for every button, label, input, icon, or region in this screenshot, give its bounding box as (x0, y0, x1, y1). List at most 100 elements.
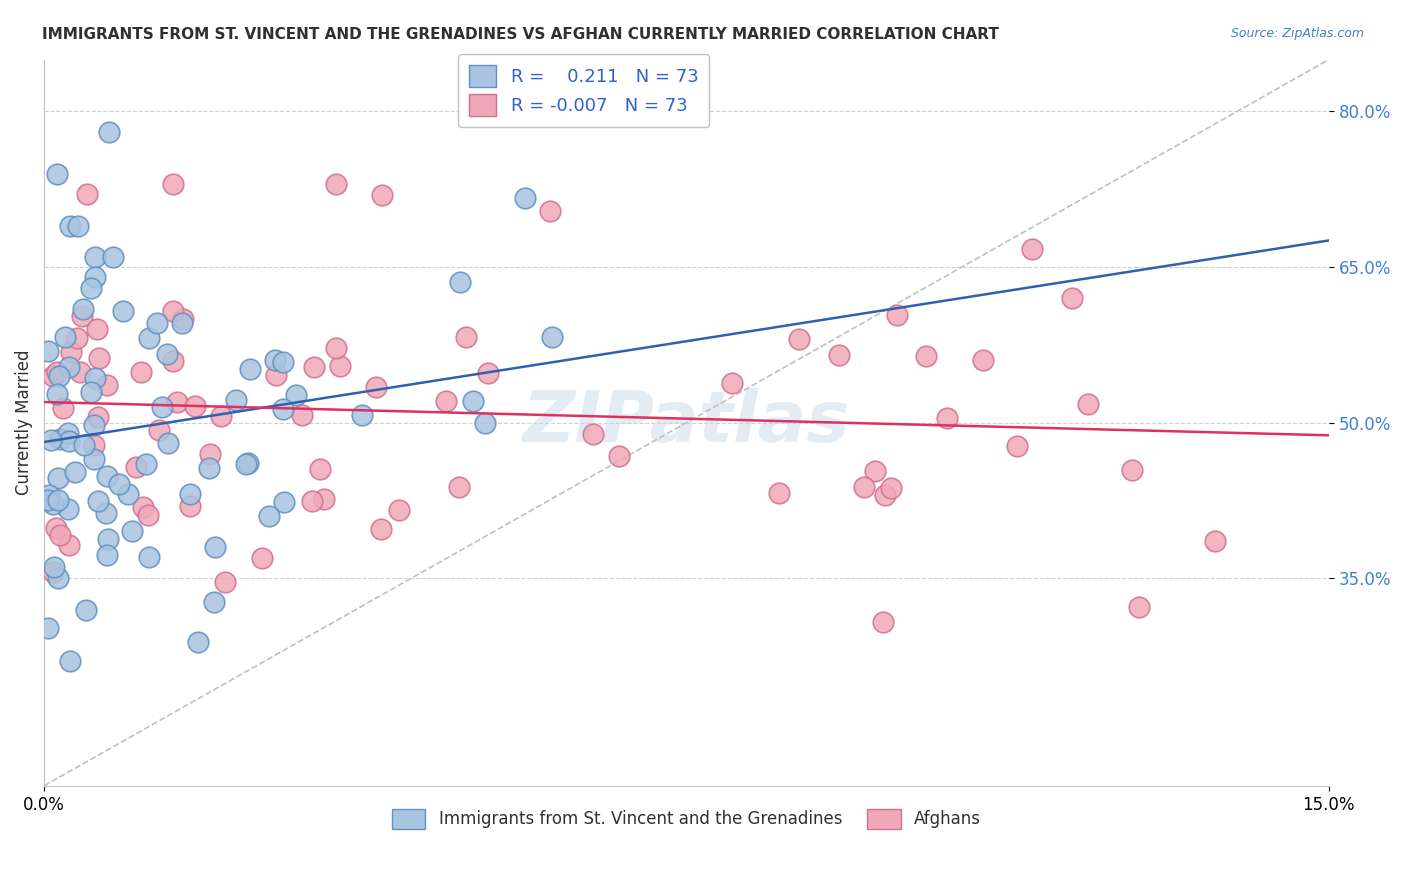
Immigrants from St. Vincent and the Grenadines (56, 425, 79, 440)
Afghans (129, 365, 152, 379)
Afghans (86, 321, 108, 335)
Afghans (291, 408, 314, 422)
Immigrants from St. Vincent and the Grenadines (179, 487, 201, 501)
Afghans (388, 503, 411, 517)
Immigrants from St. Vincent and the Grenadines (170, 316, 193, 330)
Immigrants from St. Vincent and the Grenadines (94, 506, 117, 520)
Y-axis label: Currently Married: Currently Married (15, 350, 32, 495)
Afghans (86, 409, 108, 424)
Immigrants from St. Vincent and the Grenadines (197, 460, 219, 475)
Afghans (370, 522, 392, 536)
Afghans (89, 351, 111, 366)
Afghans (370, 187, 392, 202)
Immigrants from St. Vincent and the Grenadines (59, 219, 82, 233)
Immigrants from St. Vincent and the Grenadines (39, 433, 62, 447)
Afghans (252, 551, 274, 566)
Immigrants from St. Vincent and the Grenadines (72, 301, 94, 316)
Afghans (209, 409, 232, 424)
Afghans (1021, 242, 1043, 256)
Afghans (865, 463, 887, 477)
Afghans (83, 438, 105, 452)
Afghans (456, 330, 478, 344)
Immigrants from St. Vincent and the Grenadines (204, 540, 226, 554)
Afghans (131, 500, 153, 515)
Immigrants from St. Vincent and the Grenadines (112, 303, 135, 318)
Afghans (52, 401, 75, 415)
Immigrants from St. Vincent and the Grenadines (44, 560, 66, 574)
Immigrants from St. Vincent and the Grenadines (37, 492, 59, 507)
Immigrants from St. Vincent and the Grenadines (58, 359, 80, 374)
Immigrants from St. Vincent and the Grenadines (155, 347, 177, 361)
Immigrants from St. Vincent and the Grenadines (236, 456, 259, 470)
Afghans (162, 177, 184, 191)
Immigrants from St. Vincent and the Grenadines (53, 329, 76, 343)
Immigrants from St. Vincent and the Grenadines (75, 603, 97, 617)
Afghans (314, 491, 336, 506)
Afghans (872, 615, 894, 630)
Afghans (1121, 462, 1143, 476)
Immigrants from St. Vincent and the Grenadines (117, 487, 139, 501)
Immigrants from St. Vincent and the Grenadines (83, 451, 105, 466)
Afghans (48, 528, 70, 542)
Afghans (172, 311, 194, 326)
Immigrants from St. Vincent and the Grenadines (84, 371, 107, 385)
Immigrants from St. Vincent and the Grenadines (187, 635, 209, 649)
Afghans (582, 427, 605, 442)
Immigrants from St. Vincent and the Grenadines (146, 317, 169, 331)
Afghans (69, 365, 91, 379)
Immigrants from St. Vincent and the Grenadines (225, 392, 247, 407)
Immigrants from St. Vincent and the Grenadines (84, 270, 107, 285)
Immigrants from St. Vincent and the Grenadines (271, 402, 294, 417)
Immigrants from St. Vincent and the Grenadines (463, 394, 485, 409)
Afghans (136, 508, 159, 522)
Immigrants from St. Vincent and the Grenadines (264, 352, 287, 367)
Immigrants from St. Vincent and the Grenadines (202, 595, 225, 609)
Immigrants from St. Vincent and the Grenadines (46, 167, 69, 181)
Immigrants from St. Vincent and the Grenadines (257, 509, 280, 524)
Immigrants from St. Vincent and the Grenadines (65, 465, 87, 479)
Afghans (162, 303, 184, 318)
Immigrants from St. Vincent and the Grenadines (97, 532, 120, 546)
Immigrants from St. Vincent and the Grenadines (97, 125, 120, 139)
Immigrants from St. Vincent and the Grenadines (84, 250, 107, 264)
Afghans (366, 380, 388, 394)
Afghans (96, 377, 118, 392)
Text: Source: ZipAtlas.com: Source: ZipAtlas.com (1230, 27, 1364, 40)
Afghans (45, 365, 67, 379)
Afghans (880, 481, 903, 495)
Immigrants from St. Vincent and the Grenadines (42, 497, 65, 511)
Afghans (853, 480, 876, 494)
Immigrants from St. Vincent and the Grenadines (513, 191, 536, 205)
Afghans (768, 486, 790, 500)
Afghans (302, 360, 325, 375)
Immigrants from St. Vincent and the Grenadines (138, 330, 160, 344)
Immigrants from St. Vincent and the Grenadines (38, 488, 60, 502)
Immigrants from St. Vincent and the Grenadines (48, 369, 70, 384)
Immigrants from St. Vincent and the Grenadines (235, 458, 257, 472)
Afghans (1005, 439, 1028, 453)
Afghans (1077, 397, 1099, 411)
Afghans (125, 459, 148, 474)
Afghans (789, 332, 811, 346)
Afghans (609, 449, 631, 463)
Legend: Immigrants from St. Vincent and the Grenadines, Afghans: Immigrants from St. Vincent and the Gren… (385, 802, 987, 836)
Afghans (41, 369, 63, 384)
Immigrants from St. Vincent and the Grenadines (49, 432, 72, 446)
Text: ZIPatlas: ZIPatlas (523, 388, 851, 458)
Immigrants from St. Vincent and the Grenadines (46, 493, 69, 508)
Afghans (1204, 533, 1226, 548)
Immigrants from St. Vincent and the Grenadines (73, 438, 96, 452)
Immigrants from St. Vincent and the Grenadines (87, 493, 110, 508)
Afghans (76, 187, 98, 202)
Afghans (72, 309, 94, 323)
Afghans (936, 411, 959, 425)
Immigrants from St. Vincent and the Grenadines (107, 477, 129, 491)
Immigrants from St. Vincent and the Grenadines (46, 571, 69, 585)
Afghans (308, 462, 330, 476)
Afghans (179, 499, 201, 513)
Afghans (41, 565, 63, 579)
Afghans (538, 204, 561, 219)
Immigrants from St. Vincent and the Grenadines (239, 361, 262, 376)
Afghans (184, 399, 207, 413)
Afghans (325, 177, 347, 191)
